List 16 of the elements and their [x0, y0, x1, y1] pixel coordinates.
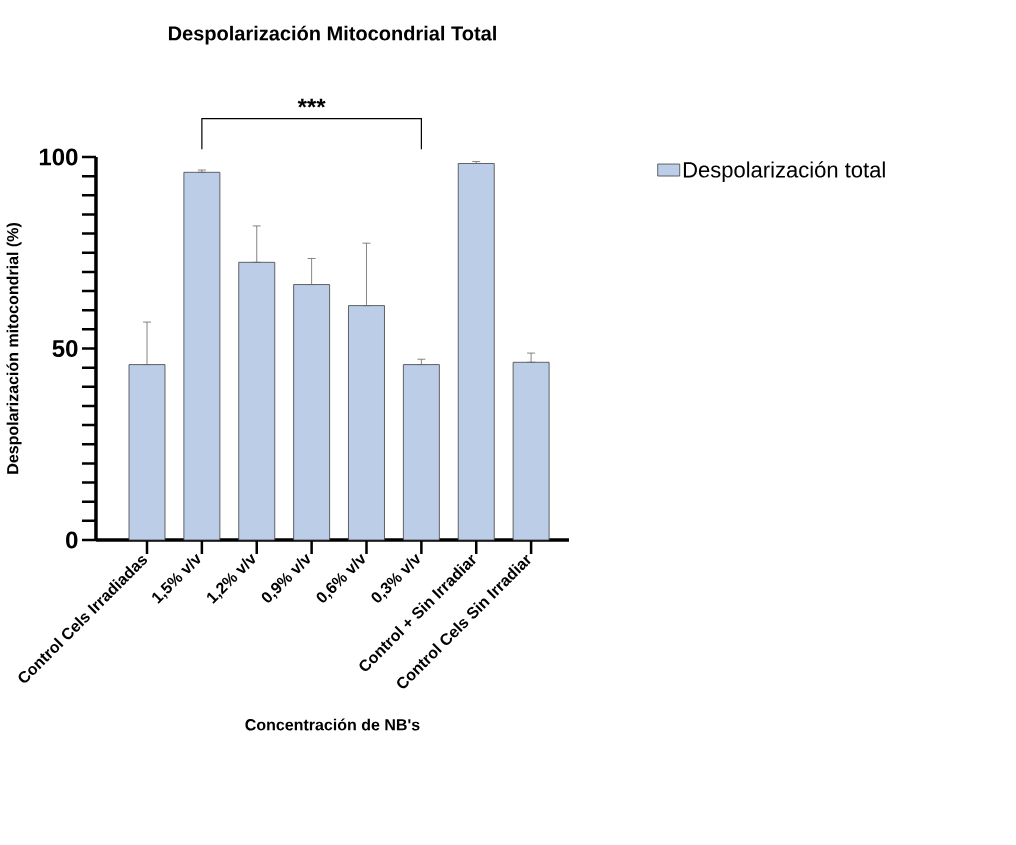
chart-title: Despolarización Mitocondrial Total [168, 25, 496, 45]
y-tick-label: 0 [66, 531, 78, 549]
bar [238, 261, 276, 541]
bar [293, 284, 331, 541]
text: *** [297, 98, 326, 108]
bar [183, 171, 221, 541]
bar [128, 364, 166, 541]
y-axis-title: Despolarización mitocondrial (%) [6, 223, 22, 474]
bar [402, 364, 440, 541]
y-tick-label: 100 [39, 148, 78, 166]
bar [512, 361, 550, 541]
bar [348, 305, 385, 541]
y-tick-label: 50 [52, 340, 78, 357]
x-axis-title: Concentración de NB's [245, 718, 420, 731]
legend-label: Despolarización total [683, 161, 885, 182]
bar [457, 163, 495, 541]
